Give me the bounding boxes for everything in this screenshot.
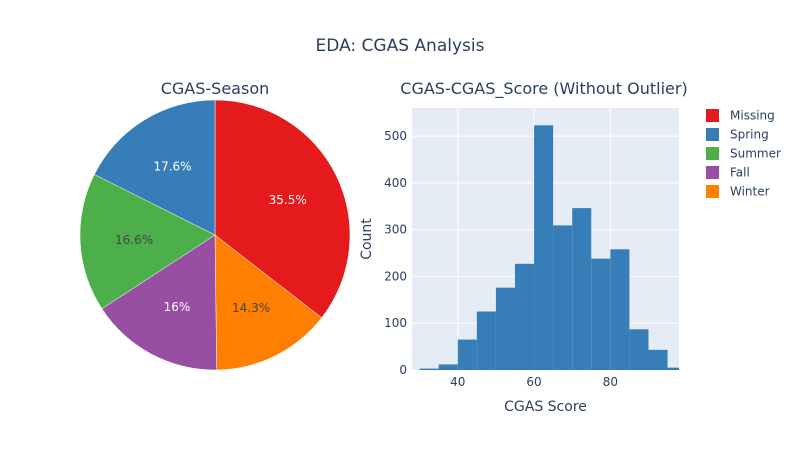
pie-slice-spring[interactable] xyxy=(93,99,216,236)
x-tick-label: 80 xyxy=(603,375,618,389)
x-tick-label: 40 xyxy=(450,375,465,389)
legend-item-winter[interactable]: Winter xyxy=(706,185,770,199)
y-tick-label: 400 xyxy=(384,176,407,190)
legend-item-spring[interactable]: Spring xyxy=(706,128,769,142)
histogram-bar[interactable] xyxy=(667,367,679,370)
pie-title: CGAS-Season xyxy=(161,79,270,98)
legend-label: Winter xyxy=(730,185,770,199)
y-tick-label: 500 xyxy=(384,129,407,143)
legend-label: Spring xyxy=(730,128,769,142)
legend-label: Missing xyxy=(730,109,775,123)
histogram-bar[interactable] xyxy=(534,125,554,370)
pie-label-missing: 35.5% xyxy=(269,193,307,207)
histogram-bar[interactable] xyxy=(457,339,477,370)
y-tick-label: 200 xyxy=(384,269,407,283)
histogram-bar[interactable] xyxy=(610,249,630,370)
x-tick-label: 60 xyxy=(526,375,541,389)
histogram-chart: CGAS-CGAS_Score (Without Outlier) 40 60 80… xyxy=(359,79,688,415)
histogram-bar[interactable] xyxy=(648,349,668,370)
histogram-title: CGAS-CGAS_Score (Without Outlier) xyxy=(400,79,687,99)
legend-swatch xyxy=(706,185,719,198)
legend-item-fall[interactable]: Fall xyxy=(706,166,750,180)
legend-label: Summer xyxy=(730,147,781,161)
y-tick-label: 0 xyxy=(399,363,407,377)
legend-item-summer[interactable]: Summer xyxy=(706,147,781,161)
histogram-bar[interactable] xyxy=(572,208,592,370)
legend-swatch xyxy=(706,166,719,179)
pie-label-summer: 16.6% xyxy=(115,233,153,247)
legend-swatch xyxy=(706,147,719,160)
pie-slice-missing[interactable] xyxy=(214,99,351,319)
y-tick-label: 300 xyxy=(384,223,407,237)
histogram-bar[interactable] xyxy=(629,329,649,370)
y-axis-label: Count xyxy=(359,218,375,260)
legend-swatch xyxy=(706,109,719,122)
pie-label-spring: 17.6% xyxy=(153,160,191,174)
histogram-bar[interactable] xyxy=(476,311,496,370)
legend-swatch xyxy=(706,128,719,141)
legend[interactable]: Missing Spring Summer Fall Winter xyxy=(706,109,781,199)
x-axis-label: CGAS Score xyxy=(504,399,587,415)
histogram-bar[interactable] xyxy=(553,225,573,370)
pie-label-winter: 14.3% xyxy=(232,301,270,315)
figure-title: EDA: CGAS Analysis xyxy=(316,36,485,56)
histogram-bar[interactable] xyxy=(419,368,439,370)
histogram-bar[interactable] xyxy=(438,364,458,370)
pie-chart: CGAS-Season 35.5% 14.3% 16% 16.6% 17.6% xyxy=(79,79,351,371)
histogram-bar[interactable] xyxy=(591,258,611,370)
y-tick-label: 100 xyxy=(384,316,407,330)
pie-label-fall: 16% xyxy=(164,300,191,314)
pie-slice-fall[interactable] xyxy=(101,234,217,371)
legend-label: Fall xyxy=(730,166,750,180)
pie-slice-summer[interactable] xyxy=(79,174,216,310)
pie-slice-winter[interactable] xyxy=(214,234,323,371)
histogram-bar[interactable] xyxy=(514,263,535,370)
histogram-bar[interactable] xyxy=(495,287,515,370)
legend-item-missing[interactable]: Missing xyxy=(706,109,775,123)
